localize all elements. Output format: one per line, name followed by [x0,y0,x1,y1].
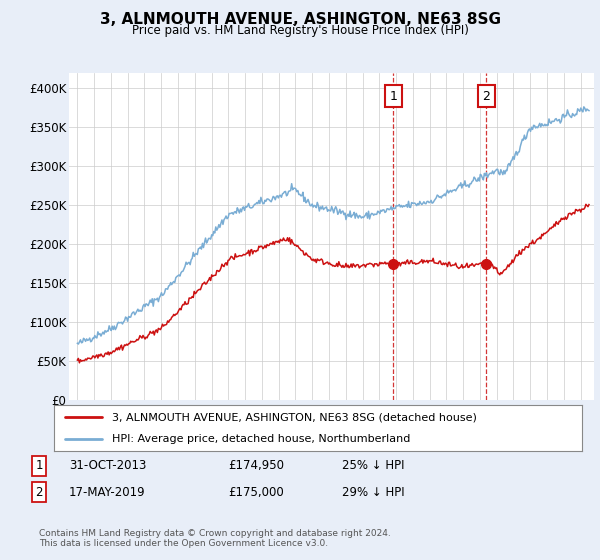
Text: 2: 2 [35,486,43,499]
Text: 25% ↓ HPI: 25% ↓ HPI [342,459,404,473]
Text: Price paid vs. HM Land Registry's House Price Index (HPI): Price paid vs. HM Land Registry's House … [131,24,469,36]
Text: 3, ALNMOUTH AVENUE, ASHINGTON, NE63 8SG: 3, ALNMOUTH AVENUE, ASHINGTON, NE63 8SG [100,12,500,27]
Text: 1: 1 [389,90,397,102]
Text: 29% ↓ HPI: 29% ↓ HPI [342,486,404,499]
Text: 17-MAY-2019: 17-MAY-2019 [69,486,146,499]
Text: £174,950: £174,950 [228,459,284,473]
Text: £175,000: £175,000 [228,486,284,499]
Text: This data is licensed under the Open Government Licence v3.0.: This data is licensed under the Open Gov… [39,539,328,548]
Text: Contains HM Land Registry data © Crown copyright and database right 2024.: Contains HM Land Registry data © Crown c… [39,529,391,538]
Text: 3, ALNMOUTH AVENUE, ASHINGTON, NE63 8SG (detached house): 3, ALNMOUTH AVENUE, ASHINGTON, NE63 8SG … [112,412,477,422]
Text: 2: 2 [482,90,490,102]
Text: 1: 1 [35,459,43,473]
Text: HPI: Average price, detached house, Northumberland: HPI: Average price, detached house, Nort… [112,435,410,444]
Text: 31-OCT-2013: 31-OCT-2013 [69,459,146,473]
